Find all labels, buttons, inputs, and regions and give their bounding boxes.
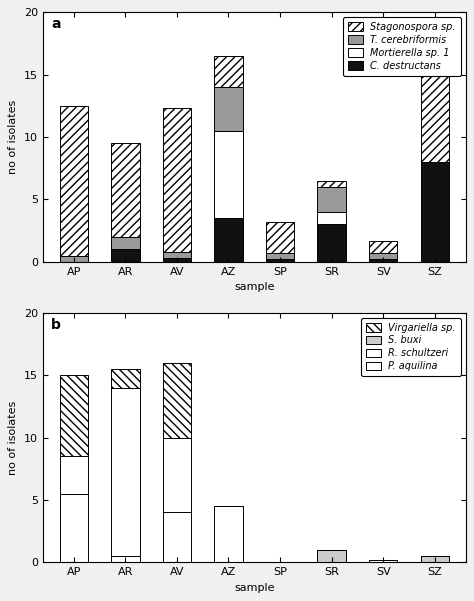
Legend: Stagonospora sp., T. cerebriformis, Mortierella sp. 1, C. destructans: Stagonospora sp., T. cerebriformis, Mort… (343, 17, 461, 76)
Text: b: b (51, 318, 61, 332)
Bar (163, 513, 191, 563)
Bar (60, 106, 88, 255)
Bar (214, 87, 243, 131)
Bar (163, 252, 191, 258)
Bar (111, 388, 139, 556)
Bar (369, 259, 397, 262)
Bar (369, 560, 397, 563)
Bar (111, 237, 139, 249)
X-axis label: sample: sample (234, 282, 274, 292)
Bar (420, 162, 449, 262)
Text: a: a (51, 17, 61, 31)
Bar (318, 181, 346, 187)
Bar (318, 550, 346, 563)
Bar (318, 224, 346, 262)
Bar (163, 258, 191, 262)
Bar (60, 255, 88, 262)
Bar (111, 556, 139, 563)
Y-axis label: no of isolates: no of isolates (9, 100, 18, 174)
Bar (111, 143, 139, 237)
Bar (111, 369, 139, 388)
Legend: Virgariella sp., S. buxi, R. schultzeri, P. aquilina: Virgariella sp., S. buxi, R. schultzeri,… (361, 318, 461, 376)
Bar (214, 131, 243, 218)
Bar (266, 222, 294, 253)
Bar (420, 56, 449, 162)
Bar (266, 253, 294, 259)
Bar (163, 108, 191, 252)
Bar (420, 556, 449, 563)
Bar (369, 253, 397, 259)
Bar (163, 363, 191, 438)
Bar (163, 438, 191, 513)
Bar (318, 187, 346, 212)
Bar (214, 218, 243, 262)
Bar (318, 212, 346, 224)
Bar (214, 506, 243, 563)
Bar (214, 56, 243, 87)
Bar (60, 456, 88, 493)
Y-axis label: no of isolates: no of isolates (9, 400, 18, 475)
X-axis label: sample: sample (234, 582, 274, 593)
Bar (60, 493, 88, 563)
Bar (60, 375, 88, 456)
Bar (111, 249, 139, 262)
Bar (266, 259, 294, 262)
Bar (369, 240, 397, 253)
